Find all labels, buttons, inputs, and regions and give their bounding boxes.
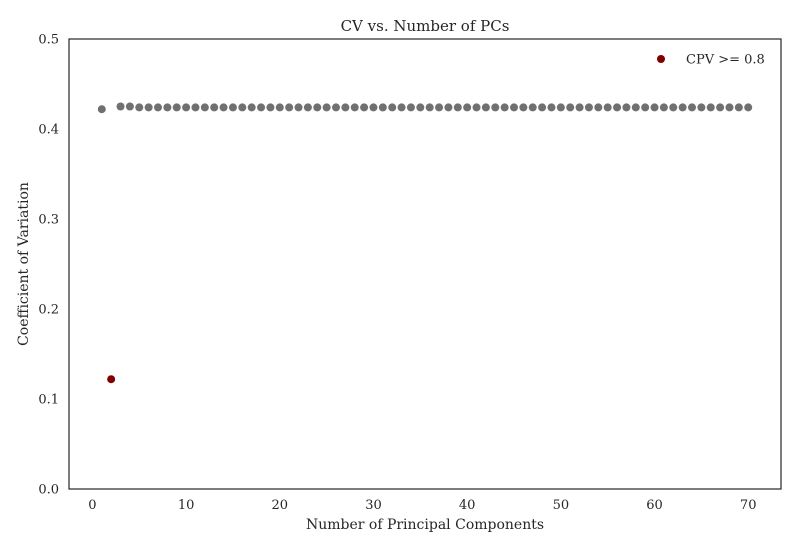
data-point xyxy=(285,103,294,112)
data-point xyxy=(650,103,659,112)
data-point xyxy=(303,103,312,112)
legend: CPV >= 0.8 xyxy=(657,53,765,68)
plot-area-frame xyxy=(68,38,782,490)
data-point xyxy=(622,103,631,112)
data-point xyxy=(350,103,359,112)
data-point xyxy=(257,103,266,112)
data-points xyxy=(97,102,753,384)
data-point xyxy=(219,103,228,112)
data-point xyxy=(734,103,743,112)
data-point xyxy=(688,103,696,112)
data-point xyxy=(706,103,715,112)
data-point xyxy=(556,103,565,112)
data-point xyxy=(116,102,125,111)
data-point xyxy=(500,103,509,112)
highlight-data-point xyxy=(107,375,116,384)
data-point xyxy=(247,103,256,112)
data-point xyxy=(172,103,181,112)
data-point xyxy=(584,103,593,112)
data-point xyxy=(275,103,284,112)
legend-label: CPV >= 0.8 xyxy=(686,53,765,68)
data-point xyxy=(613,103,622,112)
data-point xyxy=(144,103,153,112)
data-point xyxy=(210,103,219,112)
y-tick-label: 0.0 xyxy=(38,483,59,498)
data-point xyxy=(444,103,453,112)
x-axis-label: Number of Principal Components xyxy=(306,517,544,533)
data-point xyxy=(538,103,547,112)
data-point xyxy=(659,103,668,112)
data-point xyxy=(369,103,378,112)
data-point xyxy=(641,103,650,112)
data-point xyxy=(266,103,275,112)
y-tick-label: 0.5 xyxy=(38,33,59,48)
data-point xyxy=(566,103,575,112)
data-point xyxy=(678,103,687,112)
y-tick-label: 0.3 xyxy=(38,213,59,228)
data-point xyxy=(669,103,678,112)
x-tick-label: 60 xyxy=(646,498,663,513)
data-point xyxy=(388,103,397,112)
data-point xyxy=(97,105,106,114)
data-point xyxy=(697,103,706,112)
data-point xyxy=(594,103,603,112)
x-tick-label: 70 xyxy=(740,498,757,513)
data-point xyxy=(182,103,191,112)
data-point xyxy=(453,103,462,112)
data-point xyxy=(631,103,640,112)
axis-ticks: 0 10 20 30 40 50 60 70 0.0 0.1 0.2 0.3 0.4 0.5 xyxy=(38,33,756,514)
data-point xyxy=(163,103,172,112)
y-tick-label: 0.1 xyxy=(38,393,59,408)
data-point xyxy=(154,103,162,112)
data-point xyxy=(341,103,350,112)
data-point xyxy=(725,103,734,112)
x-tick-label: 10 xyxy=(178,498,195,513)
data-point xyxy=(416,103,425,112)
data-point xyxy=(716,103,725,112)
data-point xyxy=(547,103,556,112)
data-point xyxy=(228,103,237,112)
data-point xyxy=(528,103,537,112)
data-point xyxy=(603,103,612,112)
data-point xyxy=(425,103,434,112)
data-point xyxy=(238,103,247,112)
data-point xyxy=(435,103,444,112)
y-tick-label: 0.4 xyxy=(38,123,59,138)
x-tick-label: 20 xyxy=(272,498,289,513)
data-point xyxy=(463,103,472,112)
data-point xyxy=(135,103,144,112)
data-point xyxy=(360,103,369,112)
legend-marker xyxy=(657,55,665,63)
data-point xyxy=(313,103,322,112)
data-point xyxy=(472,103,481,112)
data-point xyxy=(397,103,406,112)
data-point xyxy=(575,103,584,112)
data-point xyxy=(322,103,331,112)
data-point xyxy=(481,103,490,112)
data-point xyxy=(125,102,134,111)
data-point xyxy=(332,103,340,112)
data-point xyxy=(744,103,753,112)
data-point xyxy=(378,103,387,112)
x-tick-label: 40 xyxy=(459,498,476,513)
y-axis-label: Coefficient of Variation xyxy=(16,182,32,346)
chart-title: CV vs. Number of PCs xyxy=(341,17,510,35)
data-point xyxy=(406,103,415,112)
data-point xyxy=(200,103,209,112)
x-tick-label: 0 xyxy=(88,498,96,513)
data-point xyxy=(510,103,518,112)
x-tick-label: 50 xyxy=(553,498,570,513)
data-point xyxy=(294,103,303,112)
y-tick-label: 0.2 xyxy=(38,303,59,318)
x-tick-label: 30 xyxy=(365,498,382,513)
data-point xyxy=(491,103,500,112)
data-point xyxy=(519,103,528,112)
data-point xyxy=(191,103,200,112)
